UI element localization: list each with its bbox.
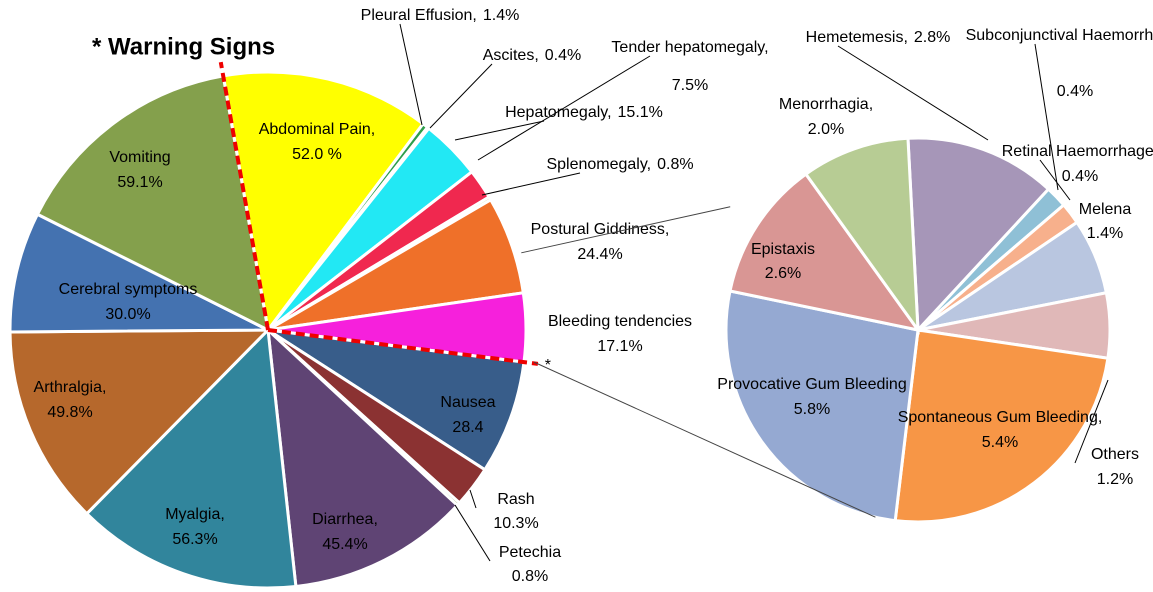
category-label: Spontaneous Gum Bleeding, (898, 409, 1103, 426)
leader-line (399, 23, 423, 126)
category-label: Pleural Effusion, (361, 7, 477, 24)
value-label: 5.4% (982, 434, 1018, 451)
slice-label: Hepatomegaly, 15.1% (505, 104, 663, 121)
leader-line (454, 504, 491, 562)
value-label: 2.6% (765, 265, 801, 282)
connector-line (521, 206, 731, 254)
category-label: Provocative Gum Bleeding (717, 376, 906, 393)
category-label: Retinal Haemorrhage, (1002, 143, 1153, 160)
leader-line (1034, 43, 1059, 191)
value-label: 0.8% (657, 156, 693, 173)
category-label: Postural Giddiness, (531, 221, 670, 238)
value-label: 56.3% (172, 531, 217, 548)
value-label: 1.2% (1097, 471, 1133, 488)
connector-line (533, 361, 876, 518)
pie-slice (84, 326, 298, 590)
warning-marker: * (545, 357, 551, 374)
category-label: Menorrhagia, (779, 96, 873, 113)
slice-label: Ascites, 0.4% (483, 47, 581, 64)
pie-slice (8, 328, 272, 516)
value-label: 0.4% (1057, 83, 1093, 100)
pie-slice (8, 212, 269, 334)
leader-line (1039, 159, 1071, 201)
category-label: Petechia (499, 544, 561, 561)
value-label: 0.4% (545, 47, 581, 64)
leader-line (481, 172, 581, 196)
category-label: Diarrhea, (312, 511, 378, 528)
value-label: 2.8% (914, 29, 950, 46)
leader-line (454, 120, 545, 141)
value-label: 45.4% (322, 536, 367, 553)
value-label: 24.4% (577, 246, 622, 263)
value-label: 59.1% (117, 174, 162, 191)
leader-line (1074, 379, 1109, 464)
category-label: Hepatomegaly, (505, 104, 611, 121)
value-label: 17.1% (597, 338, 642, 355)
leader-line (469, 489, 477, 509)
category-label: Splenomegaly, (546, 156, 651, 173)
pie-slice (728, 172, 922, 333)
pie-slice (906, 136, 1051, 334)
category-label: Arthralgia, (34, 379, 107, 396)
value-label: 10.3% (493, 515, 538, 532)
warning-divider (267, 328, 539, 366)
pie-slice (893, 328, 1110, 524)
slice-label: Hemetemesis, 2.8% (806, 29, 951, 46)
category-label: Myalgia, (165, 506, 225, 523)
leader-line (429, 63, 493, 129)
value-label: 30.0% (105, 306, 150, 323)
value-label: 0.4% (1062, 168, 1098, 185)
category-label: Others (1091, 446, 1139, 463)
slice-label: Pleural Effusion, 1.4% (361, 7, 520, 24)
category-label: Ascites, (483, 47, 539, 64)
category-label: Melena (1079, 201, 1132, 218)
pie-slice (803, 136, 920, 336)
pie-slice (35, 74, 270, 333)
value-label: 15.1% (618, 104, 663, 121)
value-label: 1.4% (1087, 225, 1123, 242)
category-label: Epistaxis (751, 241, 815, 258)
value-label: 0.8% (512, 568, 548, 585)
slice-label: Splenomegaly, 0.8% (546, 156, 693, 173)
value-label: 28.4 (452, 419, 483, 436)
leader-line (477, 55, 651, 161)
leader-line (837, 45, 989, 141)
category-label: Vomiting (109, 149, 170, 166)
category-label: Subconjunctival Haemorrhage, (966, 27, 1153, 44)
value-label: 2.0% (808, 121, 844, 138)
value-label: 1.4% (483, 7, 519, 24)
category-label: Tender hepatomegaly, (611, 39, 768, 56)
category-label: Cerebral symptoms (59, 281, 198, 298)
pie-slice (266, 326, 460, 589)
category-label: Hemetemesis, (806, 29, 908, 46)
value-label: 7.5% (672, 77, 708, 94)
value-label: 49.8% (47, 404, 92, 421)
annotation: * Warning Signs (92, 33, 275, 60)
category-label: Nausea (440, 394, 495, 411)
category-label: Bleeding tendencies (548, 313, 692, 330)
pie-slice (221, 70, 426, 334)
value-label: 52.0 % (292, 146, 342, 163)
value-label: 5.8% (794, 401, 830, 418)
category-label: Abdominal Pain, (259, 121, 376, 138)
pie-slice (724, 289, 920, 523)
category-label: Rash (497, 491, 534, 508)
pie-slice (267, 328, 526, 472)
warning-divider (218, 61, 270, 331)
